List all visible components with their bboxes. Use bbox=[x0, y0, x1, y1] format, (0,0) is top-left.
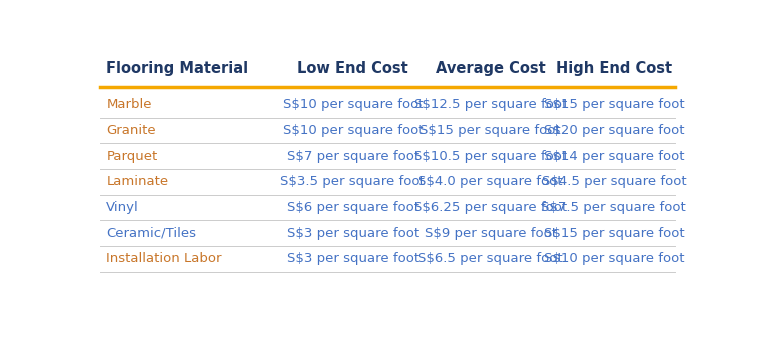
Text: S$15 per square foot: S$15 per square foot bbox=[420, 124, 561, 137]
Text: S$14 per square foot: S$14 per square foot bbox=[544, 150, 684, 163]
Text: S$4.0 per square foot: S$4.0 per square foot bbox=[419, 175, 563, 188]
Text: S$9 per square foot: S$9 per square foot bbox=[425, 227, 556, 240]
Text: Parquet: Parquet bbox=[106, 150, 157, 163]
Text: Installation Labor: Installation Labor bbox=[106, 252, 222, 266]
Text: Laminate: Laminate bbox=[106, 175, 169, 188]
Text: S$15 per square foot: S$15 per square foot bbox=[544, 227, 684, 240]
Text: S$20 per square foot: S$20 per square foot bbox=[544, 124, 684, 137]
Text: S$6 per square foot: S$6 per square foot bbox=[287, 201, 419, 214]
Text: Vinyl: Vinyl bbox=[106, 201, 139, 214]
Text: Flooring Material: Flooring Material bbox=[106, 61, 248, 76]
Text: Ceramic/Tiles: Ceramic/Tiles bbox=[106, 227, 196, 240]
Text: Average Cost: Average Cost bbox=[436, 61, 546, 76]
Text: S$3 per square foot: S$3 per square foot bbox=[287, 227, 419, 240]
Text: S$15 per square foot: S$15 per square foot bbox=[544, 99, 684, 112]
Text: S$6.5 per square foot: S$6.5 per square foot bbox=[419, 252, 563, 266]
Text: S$7 per square foot: S$7 per square foot bbox=[287, 150, 419, 163]
Text: S$10 per square foot: S$10 per square foot bbox=[282, 99, 423, 112]
Text: High End Cost: High End Cost bbox=[556, 61, 672, 76]
Text: S$3.5 per square foot: S$3.5 per square foot bbox=[280, 175, 425, 188]
Text: S$7.5 per square foot: S$7.5 per square foot bbox=[541, 201, 686, 214]
Text: S$10 per square foot: S$10 per square foot bbox=[544, 252, 684, 266]
Text: Granite: Granite bbox=[106, 124, 156, 137]
Text: S$3 per square foot: S$3 per square foot bbox=[287, 252, 419, 266]
Text: Low End Cost: Low End Cost bbox=[298, 61, 408, 76]
Text: S$4.5 per square foot: S$4.5 per square foot bbox=[541, 175, 686, 188]
Text: S$12.5 per square foot: S$12.5 per square foot bbox=[414, 99, 567, 112]
Text: Marble: Marble bbox=[106, 99, 152, 112]
Text: S$10 per square foot: S$10 per square foot bbox=[282, 124, 423, 137]
Text: S$6.25 per square foot: S$6.25 per square foot bbox=[414, 201, 567, 214]
Text: S$10.5 per square foot: S$10.5 per square foot bbox=[414, 150, 567, 163]
